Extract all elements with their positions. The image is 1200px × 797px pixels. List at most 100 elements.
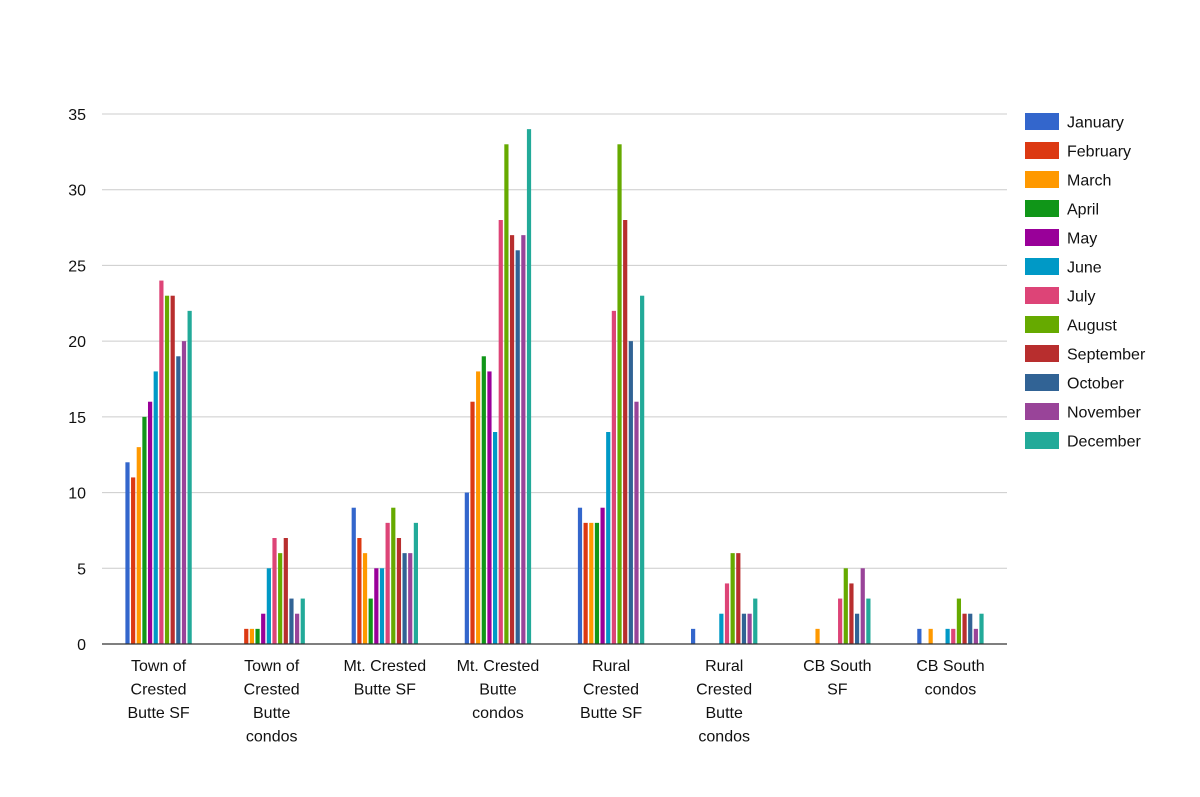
bar-august-0: [164, 295, 170, 644]
y-tick-label: 0: [77, 637, 86, 654]
bar-february-3: [470, 401, 475, 644]
bar-july-6: [838, 598, 843, 644]
bar-november-2: [408, 553, 413, 644]
x-tick-label: Rural Crested Butte condos: [696, 658, 752, 746]
legend-swatch-january: [1025, 113, 1059, 130]
axes: 0 5 10 15 20 25 30 35 Town of Crested Butte SF Town…: [68, 107, 1007, 746]
bar-january-3: [464, 492, 469, 644]
bar-september-0: [170, 295, 175, 644]
bar-october-4: [628, 341, 633, 644]
bar-september-5: [736, 553, 741, 644]
bar-march-7: [928, 628, 933, 644]
legend-swatch-may: [1025, 229, 1059, 246]
legend-label-september: September: [1067, 347, 1146, 364]
legend-swatch-october: [1025, 374, 1059, 391]
bar-december-3: [526, 129, 532, 644]
legend-swatch-february: [1025, 142, 1059, 159]
legend-swatch-june: [1025, 258, 1059, 275]
bar-june-4: [606, 432, 611, 644]
bar-august-7: [956, 598, 962, 644]
bar-december-4: [640, 295, 645, 644]
bar-september-6: [849, 583, 854, 644]
x-tick-label: Rural Crested Butte SF: [580, 658, 642, 722]
legend-label-december: December: [1067, 434, 1141, 451]
bar-november-1: [295, 613, 300, 644]
legend-swatch-august: [1025, 316, 1059, 333]
x-tick-label: CB South SF: [803, 658, 871, 699]
legend-swatch-july: [1025, 287, 1059, 304]
bar-february-2: [357, 538, 362, 644]
bar-september-2: [396, 538, 402, 644]
bar-october-0: [176, 356, 181, 644]
x-tick-label: Mt. Crested Butte condos: [457, 658, 540, 722]
bar-march-6: [815, 628, 820, 644]
bar-june-2: [379, 568, 385, 644]
bar-september-1: [283, 538, 288, 644]
bar-april-0: [142, 416, 147, 644]
bar-august-5: [730, 553, 735, 644]
bar-march-4: [589, 522, 594, 644]
bar-october-7: [968, 613, 973, 644]
gridlines: [102, 113, 1007, 569]
bar-november-3: [521, 235, 526, 644]
legend-label-january: January: [1067, 115, 1124, 132]
bar-february-4: [583, 522, 588, 644]
bar-january-5: [691, 628, 696, 644]
bar-august-1: [278, 553, 283, 644]
bar-august-3: [504, 144, 509, 645]
bar-january-7: [917, 628, 922, 644]
bar-march-2: [362, 553, 368, 644]
bar-june-5: [719, 613, 724, 644]
bar-october-5: [741, 613, 747, 644]
bar-november-7: [973, 628, 978, 644]
bar-january-4: [577, 507, 583, 644]
bar-december-0: [187, 310, 192, 644]
legend-label-august: August: [1067, 318, 1117, 335]
bar-april-1: [255, 628, 260, 644]
y-tick-label: 30: [68, 183, 86, 200]
bar-may-0: [147, 401, 153, 644]
bar-august-4: [617, 144, 622, 645]
bar-october-3: [515, 250, 520, 645]
legend-label-may: May: [1067, 231, 1097, 248]
bar-july-4: [611, 310, 616, 644]
bar-december-7: [979, 613, 984, 644]
legend-swatch-april: [1025, 200, 1059, 217]
bar-november-4: [634, 401, 639, 644]
bar-july-1: [272, 538, 277, 644]
legend-label-april: April: [1067, 202, 1099, 219]
legend-swatch-december: [1025, 432, 1059, 449]
bar-may-2: [374, 568, 379, 644]
bar-february-0: [131, 477, 136, 644]
bar-november-5: [747, 613, 752, 644]
bar-december-6: [866, 598, 871, 644]
bar-june-7: [945, 628, 950, 644]
y-tick-label: 20: [68, 334, 86, 351]
bar-january-0: [125, 462, 130, 644]
bar-september-3: [509, 235, 515, 644]
legend-label-february: February: [1067, 144, 1131, 161]
bar-july-5: [724, 583, 730, 644]
bar-june-3: [493, 432, 498, 644]
bar-december-2: [413, 522, 418, 644]
legend-label-june: June: [1067, 260, 1102, 277]
y-tick-label: 35: [68, 107, 86, 124]
legend-label-october: October: [1067, 376, 1125, 393]
bar-september-7: [962, 613, 967, 644]
bar-october-6: [854, 613, 860, 644]
bar-june-0: [153, 371, 158, 644]
legend-label-march: March: [1067, 173, 1111, 190]
bar-august-6: [843, 568, 848, 644]
bar-october-2: [402, 553, 407, 644]
bar-september-4: [623, 220, 628, 644]
bar-november-6: [860, 568, 865, 644]
x-tick-label: CB South condos: [916, 658, 984, 699]
bar-july-0: [159, 280, 164, 644]
bar-july-2: [385, 522, 390, 644]
y-tick-label: 25: [68, 258, 86, 275]
bar-may-1: [261, 613, 266, 644]
x-tick-label: Mt. Crested Butte SF: [343, 658, 426, 699]
legend-swatch-september: [1025, 345, 1059, 362]
